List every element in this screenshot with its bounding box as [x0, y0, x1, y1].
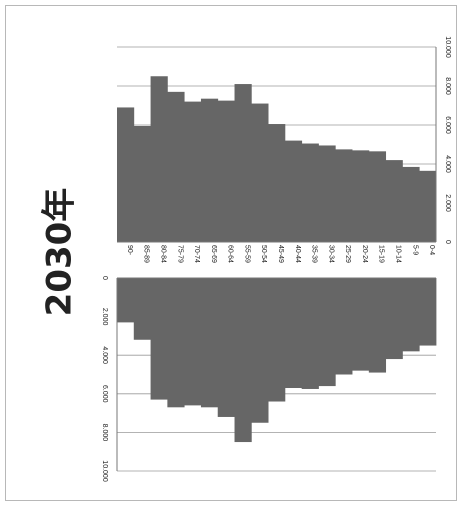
bottom-axis-tick-label: 4.000 [101, 346, 108, 364]
bottom-bar [234, 278, 252, 443]
top-bar [268, 124, 286, 242]
age-group-label: 75-79 [176, 245, 183, 263]
bottom-bar [402, 278, 420, 352]
age-group-label: 85-89 [143, 245, 150, 263]
bottom-bar [117, 278, 135, 323]
age-group-label: 10-14 [395, 245, 402, 263]
bottom-bar [385, 278, 403, 360]
top-bar [184, 101, 202, 242]
top-bar [318, 145, 336, 242]
age-group-label: 60-64 [227, 245, 234, 263]
bottom-bar [268, 278, 286, 402]
age-group-label: 55-59 [243, 245, 250, 263]
bottom-bar [284, 278, 303, 389]
bottom-axis-tick-label: 6.000 [101, 385, 108, 403]
age-group-label: 45-49 [277, 245, 284, 263]
bottom-axis-tick-label: 2.000 [101, 308, 108, 326]
bottom-axis-tick-label: 8.000 [101, 424, 108, 442]
age-group-label: 20-24 [361, 245, 368, 263]
age-group-label: 35-39 [311, 245, 318, 263]
age-group-label: 90- [126, 245, 133, 256]
top-bar [419, 170, 437, 242]
bottom-bar [419, 278, 437, 346]
bottom-bar [318, 278, 336, 387]
top-axis-tick-label: 0 [444, 240, 451, 244]
bottom-bar [133, 278, 151, 340]
top-bar [352, 150, 370, 242]
top-bar [251, 103, 269, 242]
bottom-bar [301, 278, 319, 389]
top-axis-tick-label: 6.000 [444, 116, 451, 134]
bottom-bar [352, 278, 370, 371]
bottom-bar [167, 278, 185, 408]
bottom-bar [184, 278, 202, 406]
top-bar [368, 151, 387, 242]
top-axis-tick-label: 10.000 [444, 36, 451, 58]
chart-frame [5, 5, 457, 501]
top-bar [150, 76, 168, 242]
top-bar [335, 149, 353, 242]
age-group-label: 0-4 [428, 245, 435, 255]
top-bar [133, 125, 151, 242]
top-bar [217, 100, 235, 242]
age-group-label: 40-44 [294, 245, 301, 263]
top-axis-tick-label: 4.000 [444, 155, 451, 173]
top-bar [385, 160, 403, 242]
top-axis-tick-label: 8.000 [444, 77, 451, 95]
top-bar [284, 140, 303, 242]
age-group-label: 65-69 [210, 245, 217, 263]
top-bar [301, 143, 319, 242]
age-group-label: 80-84 [159, 245, 166, 263]
bottom-bar [251, 278, 269, 423]
top-axis-tick-label: 2.000 [444, 194, 451, 212]
age-group-label: 70-74 [193, 245, 200, 263]
top-bar [167, 91, 185, 242]
top-bar [234, 84, 252, 242]
age-group-label: 5-9 [411, 245, 418, 255]
bottom-axis-tick-label: 10.000 [101, 460, 108, 482]
age-group-label: 15-19 [378, 245, 385, 263]
bottom-bar [150, 278, 168, 400]
age-group-label: 30-34 [327, 245, 334, 263]
age-group-label: 50-54 [260, 245, 267, 263]
bottom-axis-tick-label: 0 [101, 276, 108, 280]
age-group-label: 25-29 [344, 245, 351, 263]
bottom-bar [217, 278, 235, 417]
top-bar [200, 98, 219, 242]
top-bar [117, 107, 135, 242]
top-bar [402, 166, 420, 242]
bottom-bar [368, 278, 387, 373]
bottom-bar [200, 278, 219, 408]
bottom-bar [335, 278, 353, 375]
